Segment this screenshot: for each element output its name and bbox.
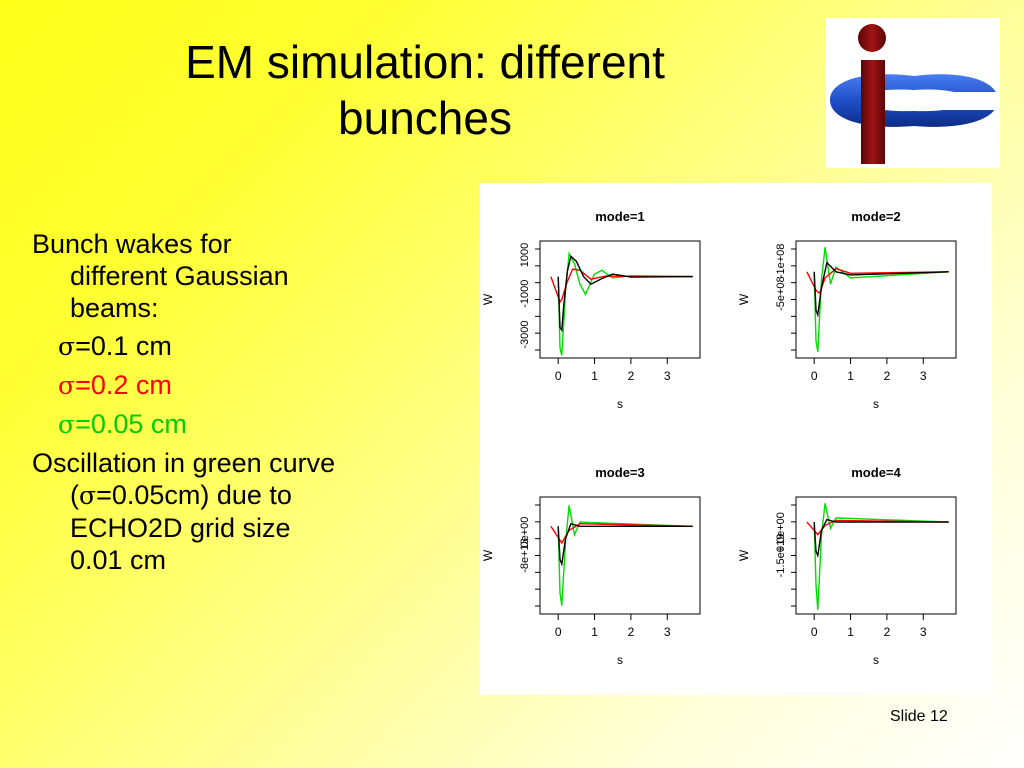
bullet-oscillation-line4: 0.01 cm	[70, 545, 167, 575]
slide-number: Slide 12	[890, 708, 948, 725]
series-line-green	[813, 247, 949, 352]
y-tick-label: -8e+13	[519, 538, 531, 573]
y-axis-label: W	[737, 293, 751, 305]
sigma-item-01: σ=0.1 cm	[32, 330, 452, 363]
x-axis-label: s	[873, 397, 879, 411]
series-line-green	[813, 503, 949, 610]
series-line-black	[813, 518, 949, 559]
y-tick-label: 1000	[519, 243, 531, 267]
logo-bar-shape	[861, 60, 885, 164]
paren-open: (	[70, 480, 79, 510]
x-tick-label: 1	[591, 369, 598, 383]
x-tick-label: 3	[920, 625, 927, 639]
bullet-bunch-wakes-line2: different Gaussian	[70, 261, 289, 291]
sigma-item-02: σ=0.2 cm	[32, 369, 452, 402]
bullet-list: Bunch wakes for different Gaussian beams…	[32, 228, 452, 576]
y-tick-label: 0e+00	[519, 517, 531, 548]
sigma-value-02: =0.2 cm	[75, 370, 172, 400]
bullet-bunch-wakes-line1: Bunch wakes for	[32, 229, 232, 259]
slide-title-line1: EM simulation: different	[185, 36, 665, 88]
slide-title-line2: bunches	[338, 92, 512, 144]
y-tick-label: -5e+08	[775, 276, 787, 311]
plot-mode-1: mode=1 0 1 2 3 s 1000 -1000 -3000 W	[481, 209, 701, 411]
sigma-symbol: σ	[58, 332, 76, 361]
bullet-oscillation-line2: (σ=0.05cm) due to	[32, 479, 452, 512]
bullet-oscillation-line3: ECHO2D grid size	[70, 513, 291, 543]
x-tick-label: 1	[591, 625, 598, 639]
institute-logo	[826, 18, 1000, 168]
x-tick-label: 0	[555, 369, 562, 383]
sigma-item-005: σ=0.05 cm	[32, 408, 452, 441]
x-axis-label: s	[617, 397, 623, 411]
x-axis-label: s	[873, 653, 879, 667]
x-tick-label: 1	[847, 369, 854, 383]
sigma-symbol: σ	[79, 481, 97, 510]
x-tick-label: 2	[884, 625, 891, 639]
plot-mode-4: mode=4 0 1 2 3 s 0.0e+00-1.5e+19 W	[737, 465, 957, 667]
series-line-red	[550, 268, 693, 304]
plot-title: mode=3	[595, 465, 645, 480]
series-line-green	[557, 251, 693, 356]
x-tick-label: 3	[920, 369, 927, 383]
plot-frame	[539, 496, 701, 615]
x-tick-label: 2	[628, 369, 635, 383]
logo-dot-shape	[858, 24, 886, 52]
plot-mode-2: mode=2 0 1 2 3 s -1e+08-5e+08 W	[737, 209, 957, 411]
sigma-symbol: σ	[58, 410, 76, 439]
bullet-bunch-wakes-line3: beams:	[70, 293, 159, 323]
series-line-black	[557, 522, 693, 567]
x-tick-label: 2	[628, 625, 635, 639]
plot-title: mode=1	[595, 209, 645, 224]
x-tick-label: 2	[884, 369, 891, 383]
slide-title: EM simulation: different bunches	[100, 34, 750, 146]
x-tick-label: 0	[811, 625, 818, 639]
y-axis-label: W	[481, 549, 495, 561]
y-tick-label: -3000	[519, 321, 531, 349]
y-tick-label: -1.5e+19	[775, 534, 787, 578]
series-line-black	[557, 254, 693, 332]
y-axis-label: W	[737, 549, 751, 561]
y-axis-label: W	[481, 293, 495, 305]
logo-gap-shape	[944, 92, 1000, 110]
y-tick-label: -1000	[519, 280, 531, 308]
x-tick-label: 3	[664, 369, 671, 383]
oscillation-text: =0.05cm) due to	[96, 480, 292, 510]
y-tick-label: 0.0e+00	[775, 512, 787, 552]
sigma-value-01: =0.1 cm	[75, 331, 172, 361]
series-line-black	[813, 261, 949, 318]
plot-title: mode=4	[851, 465, 901, 480]
sigma-symbol: σ	[58, 371, 76, 400]
bullet-oscillation-line1: Oscillation in green curve	[32, 448, 336, 478]
x-tick-label: 0	[811, 369, 818, 383]
x-tick-label: 1	[847, 625, 854, 639]
x-tick-label: 0	[555, 625, 562, 639]
x-tick-label: 3	[664, 625, 671, 639]
sigma-value-005: =0.05 cm	[75, 409, 187, 439]
plot-title: mode=2	[851, 209, 901, 224]
series-line-green	[557, 505, 693, 606]
x-axis-label: s	[617, 653, 623, 667]
y-tick-label: -1e+08	[775, 244, 787, 279]
series-line-red	[806, 267, 949, 295]
plot-mode-3: mode=3 0 1 2 3 s 0e+00-8e+13 W	[481, 465, 701, 667]
